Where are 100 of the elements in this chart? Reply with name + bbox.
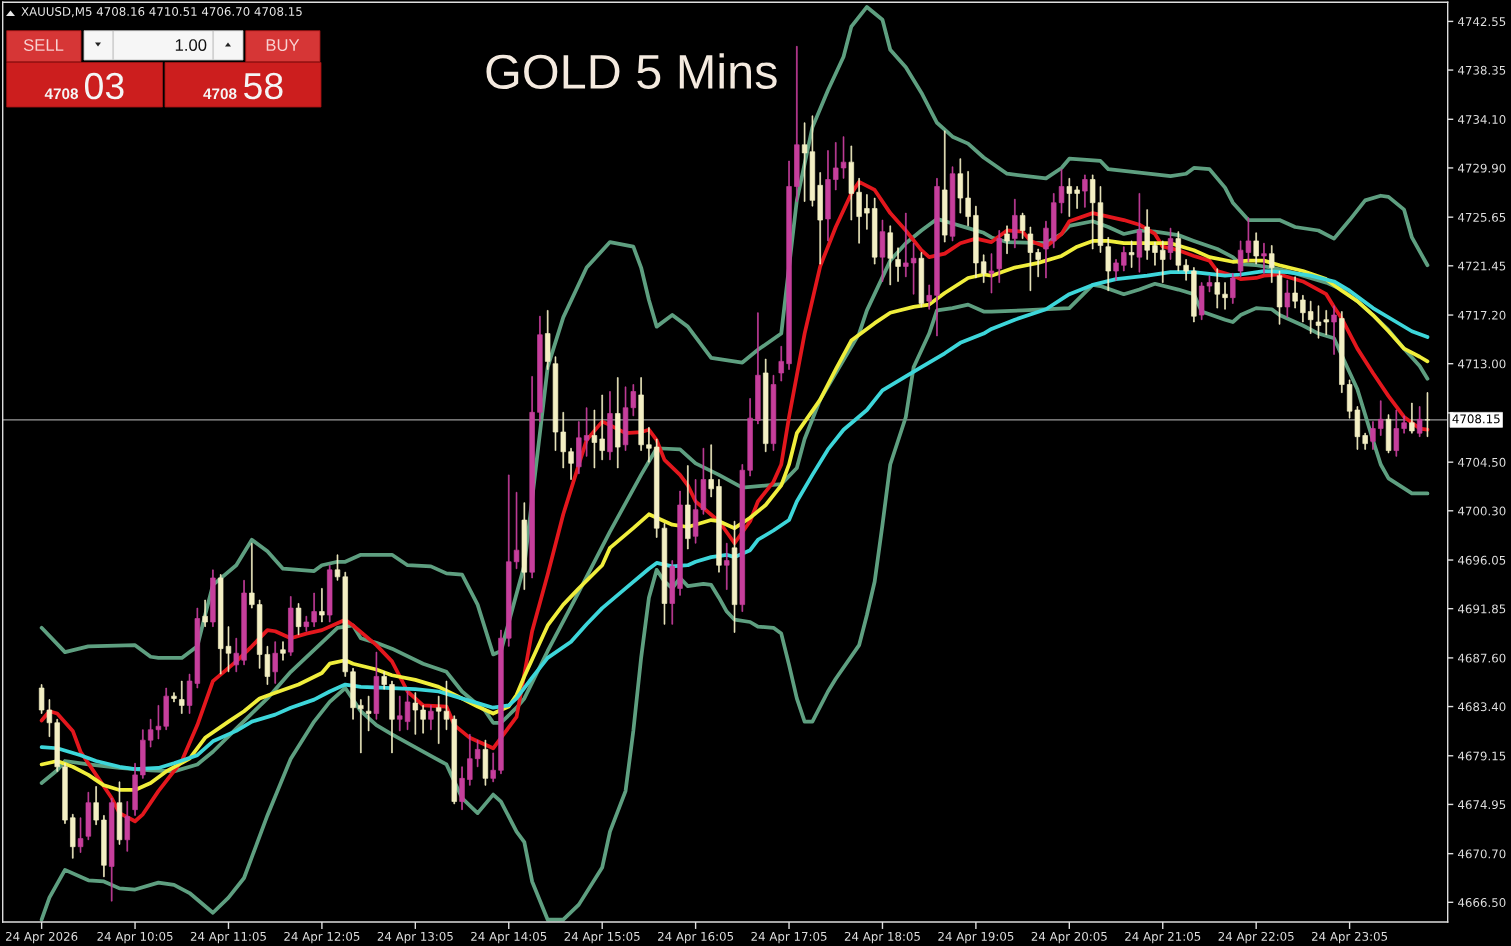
candlestick — [412, 692, 419, 735]
chart-subtitle: XAUUSD,M5 4708.16 4710.51 4706.70 4708.15 — [21, 7, 302, 18]
candlestick — [116, 781, 123, 845]
candlestick — [1300, 295, 1306, 323]
y-tick-label: 4729.90 — [1458, 163, 1506, 173]
candlestick — [1424, 392, 1431, 438]
annotation: 1.00 — [175, 39, 207, 51]
y-tick-label: 4713.00 — [1458, 359, 1506, 369]
candlestick — [1004, 225, 1010, 254]
candlestick — [763, 358, 769, 453]
candlestick — [513, 491, 520, 570]
annotation: 03 — [84, 72, 124, 100]
candlestick — [529, 376, 535, 579]
candlestick — [1393, 409, 1399, 457]
candlestick — [132, 762, 138, 816]
y-tick-label: 4670.70 — [1458, 849, 1506, 859]
candlestick — [140, 729, 146, 779]
candlestick — [887, 225, 893, 286]
candlestick — [1051, 193, 1057, 249]
candlestick — [295, 603, 302, 636]
candlestick — [545, 310, 551, 370]
candlestick — [381, 671, 387, 690]
x-tick-label: 24 Apr 18:05 — [844, 931, 920, 944]
x-tick-label: 24 Apr 2026 — [6, 931, 78, 944]
candlestick — [817, 172, 823, 265]
candlestick — [459, 766, 465, 810]
candlestick — [1214, 268, 1220, 309]
candlestick — [965, 171, 971, 227]
candlestick — [1191, 267, 1197, 323]
candlestick — [1401, 415, 1407, 434]
candlestick — [210, 569, 216, 627]
candlestick — [942, 130, 948, 243]
candlestick — [825, 150, 831, 242]
candlestick — [778, 345, 784, 382]
candlestick — [373, 651, 380, 720]
candlestick — [731, 520, 738, 633]
candlestick — [506, 474, 512, 647]
candlestick — [1416, 406, 1423, 438]
candlestick — [358, 699, 364, 754]
candlestick — [747, 398, 753, 477]
candlestick — [949, 166, 956, 242]
candlestick — [1012, 198, 1018, 249]
candlestick — [669, 560, 675, 625]
annotation: BUY — [266, 39, 300, 51]
candlestick — [770, 374, 777, 451]
y-tick-label: 4725.65 — [1458, 212, 1506, 222]
candlestick — [467, 734, 473, 786]
x-tick-label: 24 Apr 10:05 — [97, 931, 173, 944]
candlestick — [848, 145, 855, 221]
candlestick — [179, 680, 185, 714]
y-tick-label: 4721.45 — [1458, 261, 1506, 271]
candlestick — [1276, 270, 1283, 325]
x-tick-label: 24 Apr 13:05 — [377, 931, 453, 944]
candlestick — [794, 45, 800, 202]
candlestick — [311, 592, 317, 627]
candlestick — [1284, 279, 1290, 318]
candlestick — [872, 197, 878, 265]
x-tick-label: 24 Apr 22:05 — [1218, 931, 1294, 944]
candlestick — [77, 817, 84, 853]
candlestick — [980, 254, 987, 283]
candlestick — [350, 667, 356, 720]
candlestick — [560, 411, 566, 469]
candlestick — [85, 791, 92, 841]
candlestick — [62, 762, 68, 824]
x-tick-label: 24 Apr 15:05 — [564, 931, 640, 944]
candlestick — [1362, 432, 1368, 450]
candlestick — [840, 136, 847, 179]
x-tick-label: 24 Apr 12:05 — [284, 931, 360, 944]
candlestick — [474, 739, 481, 768]
candlestick — [724, 542, 730, 590]
candlestick — [1066, 178, 1073, 217]
y-tick-label: 4666.50 — [1458, 898, 1506, 907]
candlestick — [1027, 226, 1034, 292]
candlestick — [708, 444, 714, 498]
y-tick-label: 4734.10 — [1458, 115, 1506, 124]
candlestick — [1339, 311, 1345, 393]
candlestick — [1167, 227, 1174, 260]
candlestick — [1128, 240, 1135, 268]
candlestick — [334, 554, 341, 581]
candlestick — [1019, 212, 1026, 239]
candlestick — [342, 571, 348, 677]
candlestick — [583, 407, 590, 457]
x-tick-label: 24 Apr 14:05 — [471, 931, 547, 944]
candlestick — [1183, 259, 1189, 281]
candlestick — [833, 142, 839, 191]
candlestick — [1121, 246, 1127, 272]
candlestick — [490, 752, 496, 783]
candlestick — [1230, 273, 1236, 304]
ref-line-label: 4708.15 — [1452, 414, 1500, 424]
candlestick — [903, 212, 909, 278]
candlestick — [1058, 168, 1065, 214]
annotation: 4708 — [44, 88, 79, 100]
candlestick — [93, 786, 99, 826]
candlestick — [1331, 305, 1337, 355]
candlestick — [1315, 305, 1322, 339]
candlestick — [397, 695, 403, 732]
candlestick — [1144, 209, 1150, 260]
annotation: SELL — [23, 39, 64, 51]
candlestick — [864, 194, 870, 230]
y-tick-label: 4704.50 — [1458, 457, 1506, 467]
